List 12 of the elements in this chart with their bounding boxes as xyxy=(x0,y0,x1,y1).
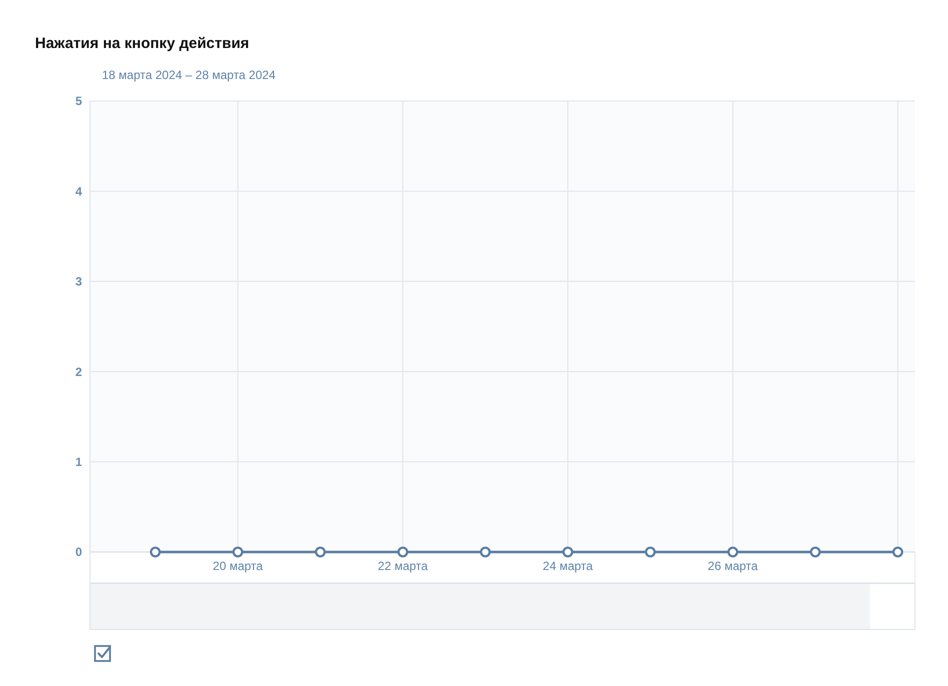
y-tick-label: 4 xyxy=(75,184,82,198)
chart-subtitle: 18 марта 2024 – 28 марта 2024 xyxy=(102,68,276,82)
chart-title: Нажатия на кнопку действия xyxy=(35,35,250,52)
y-tick-label: 0 xyxy=(75,545,82,560)
x-tick-label: 24 марта xyxy=(542,559,594,573)
x-tick-label: 22 марта xyxy=(378,559,428,573)
y-tick-label: 3 xyxy=(75,274,82,289)
x-tick-label: 26 марта xyxy=(708,559,758,573)
y-tick-label: 5 xyxy=(75,94,82,108)
y-tick-label: 2 xyxy=(75,364,82,379)
x-tick-label: 20 марта xyxy=(212,559,264,573)
y-tick-label: 1 xyxy=(75,455,82,469)
